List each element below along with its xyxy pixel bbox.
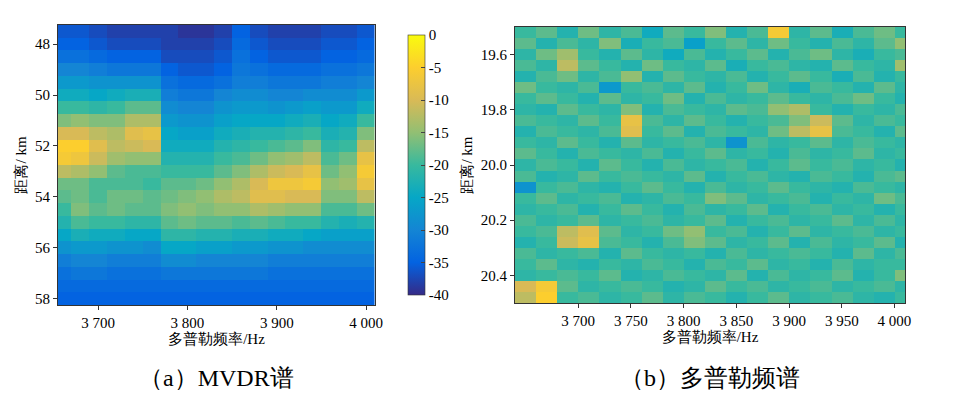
svg-text:-10: -10 <box>429 92 449 108</box>
svg-text:3 750: 3 750 <box>614 313 648 329</box>
svg-text:（b）多普勒频谱: （b）多普勒频谱 <box>620 365 800 391</box>
svg-text:4 000: 4 000 <box>878 313 912 329</box>
svg-text:48: 48 <box>35 36 50 52</box>
svg-text:3 700: 3 700 <box>561 313 595 329</box>
svg-text:多普勒频率/Hz: 多普勒频率/Hz <box>662 329 759 345</box>
svg-text:-30: -30 <box>429 222 449 238</box>
svg-text:56: 56 <box>35 240 51 256</box>
svg-text:3 700: 3 700 <box>81 315 115 331</box>
svg-text:3 900: 3 900 <box>260 315 294 331</box>
svg-text:-25: -25 <box>429 190 449 206</box>
svg-text:3 800: 3 800 <box>667 313 701 329</box>
svg-text:19.6: 19.6 <box>481 47 508 63</box>
svg-text:距离/ km: 距离/ km <box>459 136 475 193</box>
svg-text:-15: -15 <box>429 125 449 141</box>
svg-text:（a）MVDR谱: （a）MVDR谱 <box>139 365 294 391</box>
svg-text:20.4: 20.4 <box>481 268 508 284</box>
svg-text:3 800: 3 800 <box>171 315 205 331</box>
svg-text:3 850: 3 850 <box>719 313 753 329</box>
svg-text:距离/ km: 距离/ km <box>13 136 29 193</box>
svg-text:3 900: 3 900 <box>772 313 806 329</box>
svg-text:4 000: 4 000 <box>349 315 383 331</box>
svg-text:54: 54 <box>35 189 51 205</box>
svg-text:20.0: 20.0 <box>481 157 507 173</box>
svg-text:0: 0 <box>429 27 437 43</box>
svg-text:50: 50 <box>35 87 50 103</box>
svg-text:-40: -40 <box>429 287 449 303</box>
svg-text:-20: -20 <box>429 157 449 173</box>
svg-text:58: 58 <box>35 291 50 307</box>
svg-text:-5: -5 <box>429 60 442 76</box>
svg-text:-35: -35 <box>429 255 449 271</box>
svg-text:多普勒频率/Hz: 多普勒频率/Hz <box>168 331 265 347</box>
svg-text:3 950: 3 950 <box>825 313 859 329</box>
svg-text:20.2: 20.2 <box>481 212 507 228</box>
svg-text:52: 52 <box>35 138 50 154</box>
svg-text:19.8: 19.8 <box>481 102 507 118</box>
